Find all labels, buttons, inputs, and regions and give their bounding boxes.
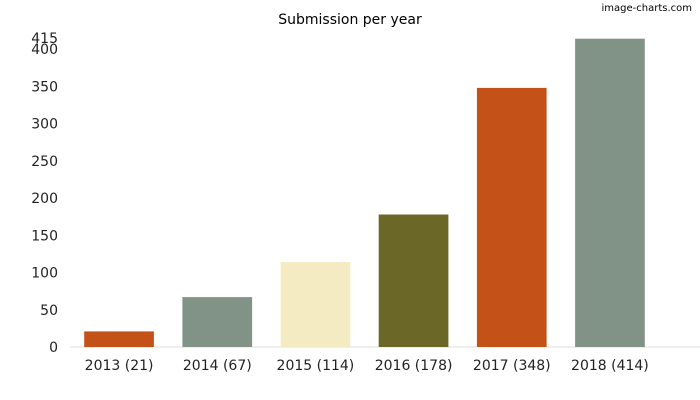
y-tick-label: 415 [31,31,58,47]
x-category-label: 2017 (348) [473,358,551,374]
x-axis-labels: 2013 (21) 2014 (67) 2015 (114) 2016 (178) 20… [85,358,649,374]
y-tick-label: 200 [31,191,58,207]
y-tick-label: 50 [40,303,58,319]
y-tick-label: 400 [31,42,58,58]
x-category-label: 2015 (114) [277,358,355,374]
chart-title: Submission per year [278,12,422,28]
bar[interactable] [575,38,645,347]
bar[interactable] [182,297,253,347]
bar[interactable] [84,331,154,347]
bars [84,38,645,348]
bar[interactable] [378,214,449,348]
y-tick-label: 0 [49,340,58,356]
x-category-label: 2016 (178) [375,358,453,374]
y-tick-label: 350 [31,79,58,95]
y-tick-label: 300 [31,117,58,133]
bar[interactable] [476,87,547,348]
y-tick-label: 100 [31,266,58,282]
watermark-text: image-charts.com [602,3,693,14]
y-tick-label: 150 [31,228,58,244]
x-category-label: 2018 (414) [571,358,649,374]
y-tick-label: 250 [31,154,58,170]
x-category-label: 2013 (21) [85,358,154,374]
bar[interactable] [280,262,351,347]
x-category-label: 2014 (67) [183,358,252,374]
